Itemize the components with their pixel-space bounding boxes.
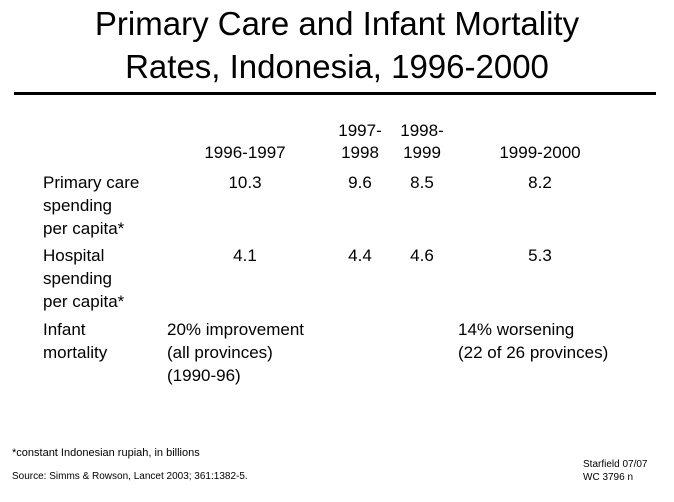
hospital-value-1996-1997: 4.1 bbox=[233, 246, 257, 265]
primary-care-value-1998-1999: 8.5 bbox=[410, 173, 434, 192]
column-header-1998-1999-line2: 1999 bbox=[403, 143, 441, 162]
primary-care-value-1996-1997: 10.3 bbox=[228, 173, 262, 192]
slide-title-line-1: Primary Care and Infant Mortality bbox=[94, 5, 580, 42]
infant-mortality-worsening-note: 14% worsening (22 of 26 provinces) bbox=[458, 320, 609, 362]
column-header-1996-1997: 1996-1997 bbox=[204, 143, 286, 162]
footnote: *constant Indonesian rupiah, in billions bbox=[12, 447, 200, 459]
hospital-value-1999-2000: 5.3 bbox=[528, 246, 552, 265]
row-label-hospital-spending: Hospital spending per capita* bbox=[43, 246, 125, 311]
column-header-1999-2000: 1999-2000 bbox=[499, 143, 581, 162]
credit-line-1: Starfield 07/07 bbox=[583, 459, 648, 470]
primary-care-value-1999-2000: 8.2 bbox=[528, 173, 552, 192]
title-divider bbox=[14, 92, 656, 95]
column-header-1997-1998-line1: 1997- bbox=[338, 121, 382, 140]
slide-title-line-2: Rates, Indonesia, 1996-2000 bbox=[125, 48, 549, 85]
column-header-1997-1998-line2: 1998 bbox=[341, 143, 379, 162]
row-label-infant-mortality: Infant mortality bbox=[43, 320, 108, 362]
hospital-value-1997-1998: 4.4 bbox=[348, 246, 372, 265]
credit-line-2: WC 3796 n bbox=[583, 472, 634, 483]
column-header-1998-1999-line1: 1998- bbox=[400, 121, 444, 140]
source-citation: Source: Simms & Rowson, Lancet 2003; 361… bbox=[12, 471, 248, 482]
hospital-value-1998-1999: 4.6 bbox=[410, 246, 434, 265]
primary-care-value-1997-1998: 9.6 bbox=[348, 173, 372, 192]
row-label-primary-care-spending: Primary care spending per capita* bbox=[43, 173, 140, 238]
infant-mortality-improvement-note: 20% improvement (all provinces) (1990-96… bbox=[167, 320, 305, 385]
